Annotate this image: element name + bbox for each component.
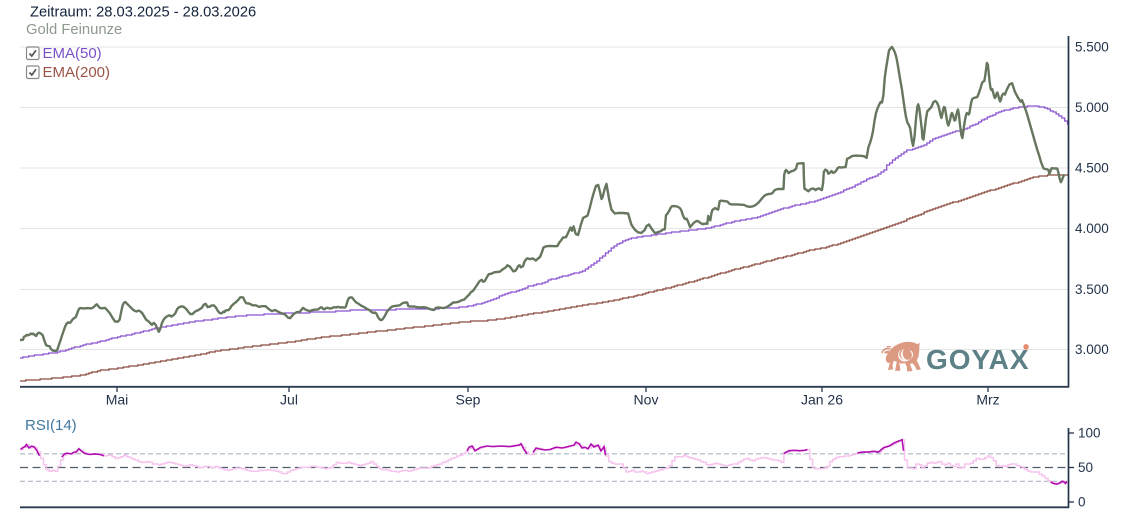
svg-text:3.500: 3.500	[1075, 282, 1109, 297]
svg-text:0: 0	[1078, 495, 1086, 510]
svg-text:Jan 26: Jan 26	[801, 392, 843, 408]
svg-text:EMA(50): EMA(50)	[43, 45, 102, 62]
svg-text:Mai: Mai	[106, 392, 129, 408]
svg-text:RSI(14): RSI(14)	[25, 417, 77, 434]
svg-text:100: 100	[1078, 426, 1101, 441]
svg-text:5.000: 5.000	[1075, 100, 1109, 115]
svg-text:Gold Feinunze: Gold Feinunze	[26, 22, 122, 38]
svg-text:EMA(200): EMA(200)	[43, 64, 111, 81]
svg-text:4.000: 4.000	[1075, 221, 1109, 236]
svg-text:Mrz: Mrz	[976, 392, 999, 408]
svg-text:5.500: 5.500	[1075, 40, 1109, 55]
svg-text:3.000: 3.000	[1075, 342, 1109, 357]
svg-text:Nov: Nov	[634, 392, 659, 408]
svg-text:GOYAX: GOYAX	[926, 344, 1030, 375]
svg-text:Zeitraum: 28.03.2025 - 28.03.2: Zeitraum: 28.03.2025 - 28.03.2026	[30, 5, 256, 21]
svg-text:Sep: Sep	[456, 392, 481, 408]
svg-text:50: 50	[1078, 460, 1093, 475]
svg-text:Jul: Jul	[280, 392, 298, 408]
svg-text:4.500: 4.500	[1075, 161, 1109, 176]
